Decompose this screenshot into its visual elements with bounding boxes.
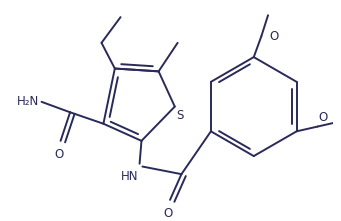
Text: HN: HN xyxy=(121,170,139,183)
Text: O: O xyxy=(318,110,328,124)
Text: O: O xyxy=(54,149,63,162)
Text: O: O xyxy=(269,30,278,43)
Text: O: O xyxy=(163,208,173,221)
Text: H₂N: H₂N xyxy=(17,95,39,108)
Text: S: S xyxy=(177,109,184,122)
